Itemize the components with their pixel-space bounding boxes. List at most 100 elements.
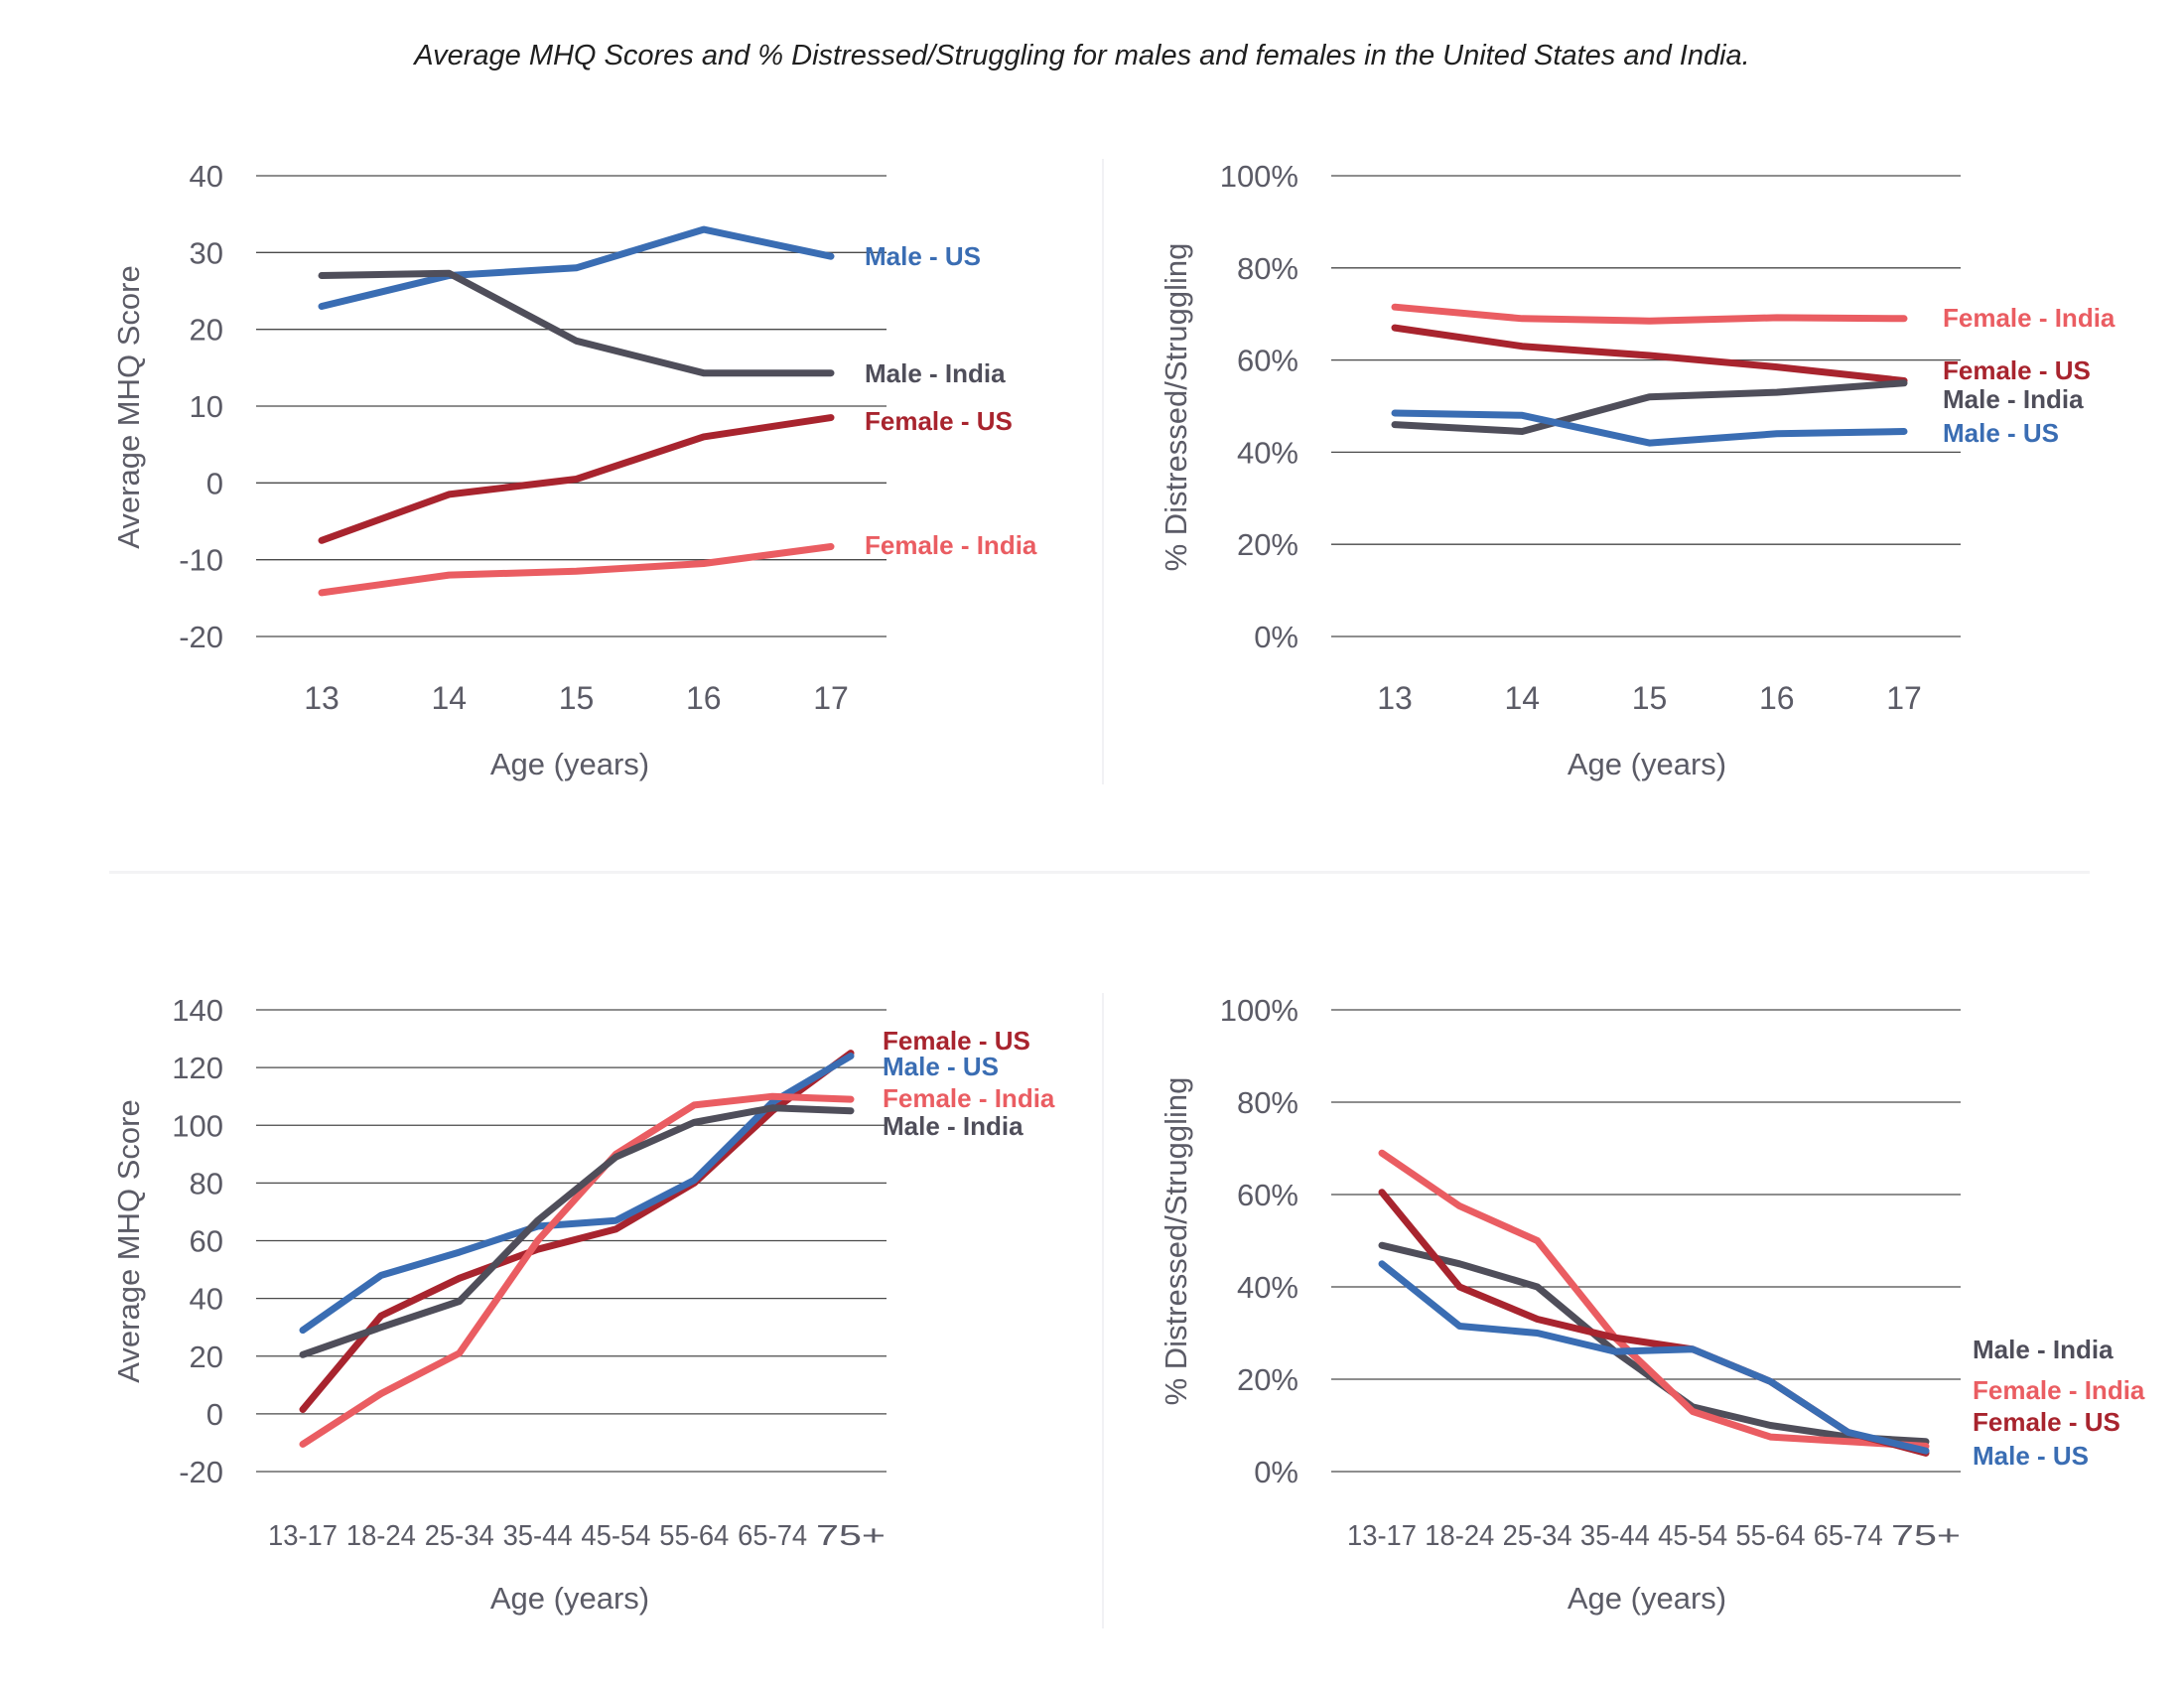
y-tick-label: 40 <box>190 159 223 194</box>
x-tick-label: 65-74 <box>738 1520 807 1552</box>
y-tick-label: 80 <box>190 1166 223 1200</box>
series-label-male-us: Male - US <box>1973 1441 2089 1471</box>
y-tick-label: 100% <box>1220 993 1298 1028</box>
x-tick-label: 25-34 <box>1503 1520 1572 1552</box>
y-axis-label: % Distressed/Struggling <box>1159 1077 1193 1406</box>
figure-title: Average MHQ Scores and % Distressed/Stru… <box>414 40 1750 71</box>
y-tick-label: 0 <box>206 466 223 500</box>
y-tick-label: 20% <box>1237 1362 1298 1397</box>
series-line-female-us <box>318 414 835 544</box>
x-axis-label: Age (years) <box>490 1581 649 1616</box>
x-tick-label: 16 <box>686 680 722 716</box>
y-tick-label: 40% <box>1237 1270 1298 1305</box>
series-label-female-india: Female - India <box>883 1083 1055 1113</box>
x-tick-label: 75+ <box>1891 1520 1961 1552</box>
x-tick-label: 35-44 <box>503 1520 573 1552</box>
y-tick-label: -10 <box>179 543 223 578</box>
y-tick-label: -20 <box>179 1455 223 1489</box>
y-tick-label: 10 <box>190 389 223 424</box>
x-tick-label: 55-64 <box>659 1520 729 1552</box>
x-axis-label: Age (years) <box>1568 1581 1726 1616</box>
series-line-female-india <box>299 1092 855 1448</box>
y-tick-label: 60% <box>1237 1178 1298 1212</box>
x-tick-label: 18-24 <box>346 1520 416 1552</box>
series-label-male-us: Male - US <box>883 1052 999 1081</box>
series-line-male-india <box>1391 379 1908 435</box>
series-label-male-us: Male - US <box>1943 418 2059 448</box>
x-tick-label: 13 <box>304 680 340 716</box>
x-tick-label: 13 <box>1377 680 1413 716</box>
series-line-male-us <box>318 225 835 310</box>
series-label-female-us: Female - US <box>883 1026 1030 1056</box>
series-label-male-india: Male - India <box>1943 384 2084 414</box>
x-tick-label: 17 <box>813 680 849 716</box>
y-tick-label: 140 <box>172 993 223 1028</box>
y-tick-label: 100 <box>172 1108 223 1143</box>
series-label-male-india: Male - India <box>1973 1335 2114 1364</box>
y-tick-label: 100% <box>1220 159 1298 194</box>
series-line-male-india <box>318 269 835 377</box>
horizontal-divider <box>109 871 2090 874</box>
y-tick-label: 0% <box>1254 620 1298 654</box>
series-label-male-us: Male - US <box>865 241 981 271</box>
series-line-male-india <box>299 1104 855 1358</box>
y-tick-label: 60% <box>1237 344 1298 378</box>
y-axis-label: Average MHQ Score <box>111 265 146 548</box>
y-tick-label: 120 <box>172 1051 223 1085</box>
x-tick-label: 75+ <box>816 1520 886 1552</box>
chart-1: 40 30 20 10 0 -10 -20 13 14 15 16 17 Age (years) Aver… <box>111 159 1037 781</box>
series-line-female-us <box>1378 1189 1930 1457</box>
series-line-male-us <box>299 1053 855 1335</box>
x-tick-label: 17 <box>1886 680 1922 716</box>
vertical-divider-top <box>1102 159 1104 784</box>
series-label-female-india: Female - India <box>865 530 1037 560</box>
y-tick-label: 20 <box>190 1340 223 1374</box>
y-tick-label: 60 <box>190 1224 223 1259</box>
series-label-female-us: Female - US <box>865 406 1013 436</box>
x-tick-label: 45-54 <box>581 1520 650 1552</box>
series-line-male-us <box>1391 409 1908 447</box>
x-tick-label: 65-74 <box>1814 1520 1883 1552</box>
chart-2: 100% 80% 60% 40% 20% 0% 13 14 15 16 17 Age (years)%… <box>1159 159 2116 781</box>
series-line-female-india <box>1378 1149 1930 1450</box>
x-tick-label: 25-34 <box>425 1520 494 1552</box>
series-line-male-us <box>1378 1260 1930 1455</box>
chart-4: 100% 80% 60% 40% 20% 0% 13-17 18-24 25-34 35-44 45… <box>1159 993 2145 1616</box>
y-tick-label: 40 <box>190 1282 223 1317</box>
y-tick-label: -20 <box>179 620 223 654</box>
x-axis-label: Age (years) <box>1568 747 1726 781</box>
y-axis-label: % Distressed/Struggling <box>1159 243 1193 572</box>
x-tick-label: 18-24 <box>1425 1520 1494 1552</box>
series-label-male-india: Male - India <box>883 1111 1024 1141</box>
series-label-female-india: Female - India <box>1943 303 2116 333</box>
x-tick-label: 35-44 <box>1580 1520 1650 1552</box>
x-tick-label: 55-64 <box>1735 1520 1805 1552</box>
x-tick-label: 13-17 <box>1347 1520 1417 1552</box>
vertical-divider-bottom <box>1102 993 1104 1628</box>
x-tick-label: 14 <box>431 680 467 716</box>
x-tick-label: 14 <box>1504 680 1540 716</box>
series-line-female-india <box>1391 303 1908 325</box>
x-tick-label: 13-17 <box>268 1520 338 1552</box>
series-line-female-india <box>318 543 835 597</box>
y-tick-label: 0% <box>1254 1455 1298 1489</box>
series-label-male-india: Male - India <box>865 358 1006 388</box>
y-tick-label: 80% <box>1237 251 1298 286</box>
chart-3: 140 120 100 80 60 40 20 0 -20 13-17 18-24 25-34 35-4… <box>111 993 1055 1616</box>
series-line-female-us <box>299 1050 855 1413</box>
series-label-female-india: Female - India <box>1973 1375 2145 1405</box>
y-axis-label: Average MHQ Score <box>111 1099 146 1382</box>
series-label-female-us: Female - US <box>1973 1407 2120 1437</box>
y-tick-label: 20 <box>190 313 223 348</box>
x-tick-label: 15 <box>559 680 595 716</box>
y-tick-label: 30 <box>190 235 223 270</box>
series-label-female-us: Female - US <box>1943 355 2091 385</box>
x-axis-label: Age (years) <box>490 747 649 781</box>
y-tick-label: 40% <box>1237 435 1298 470</box>
y-tick-label: 20% <box>1237 527 1298 562</box>
x-tick-label: 15 <box>1632 680 1668 716</box>
y-tick-label: 0 <box>206 1397 223 1432</box>
x-tick-label: 16 <box>1759 680 1795 716</box>
y-tick-label: 80% <box>1237 1085 1298 1120</box>
